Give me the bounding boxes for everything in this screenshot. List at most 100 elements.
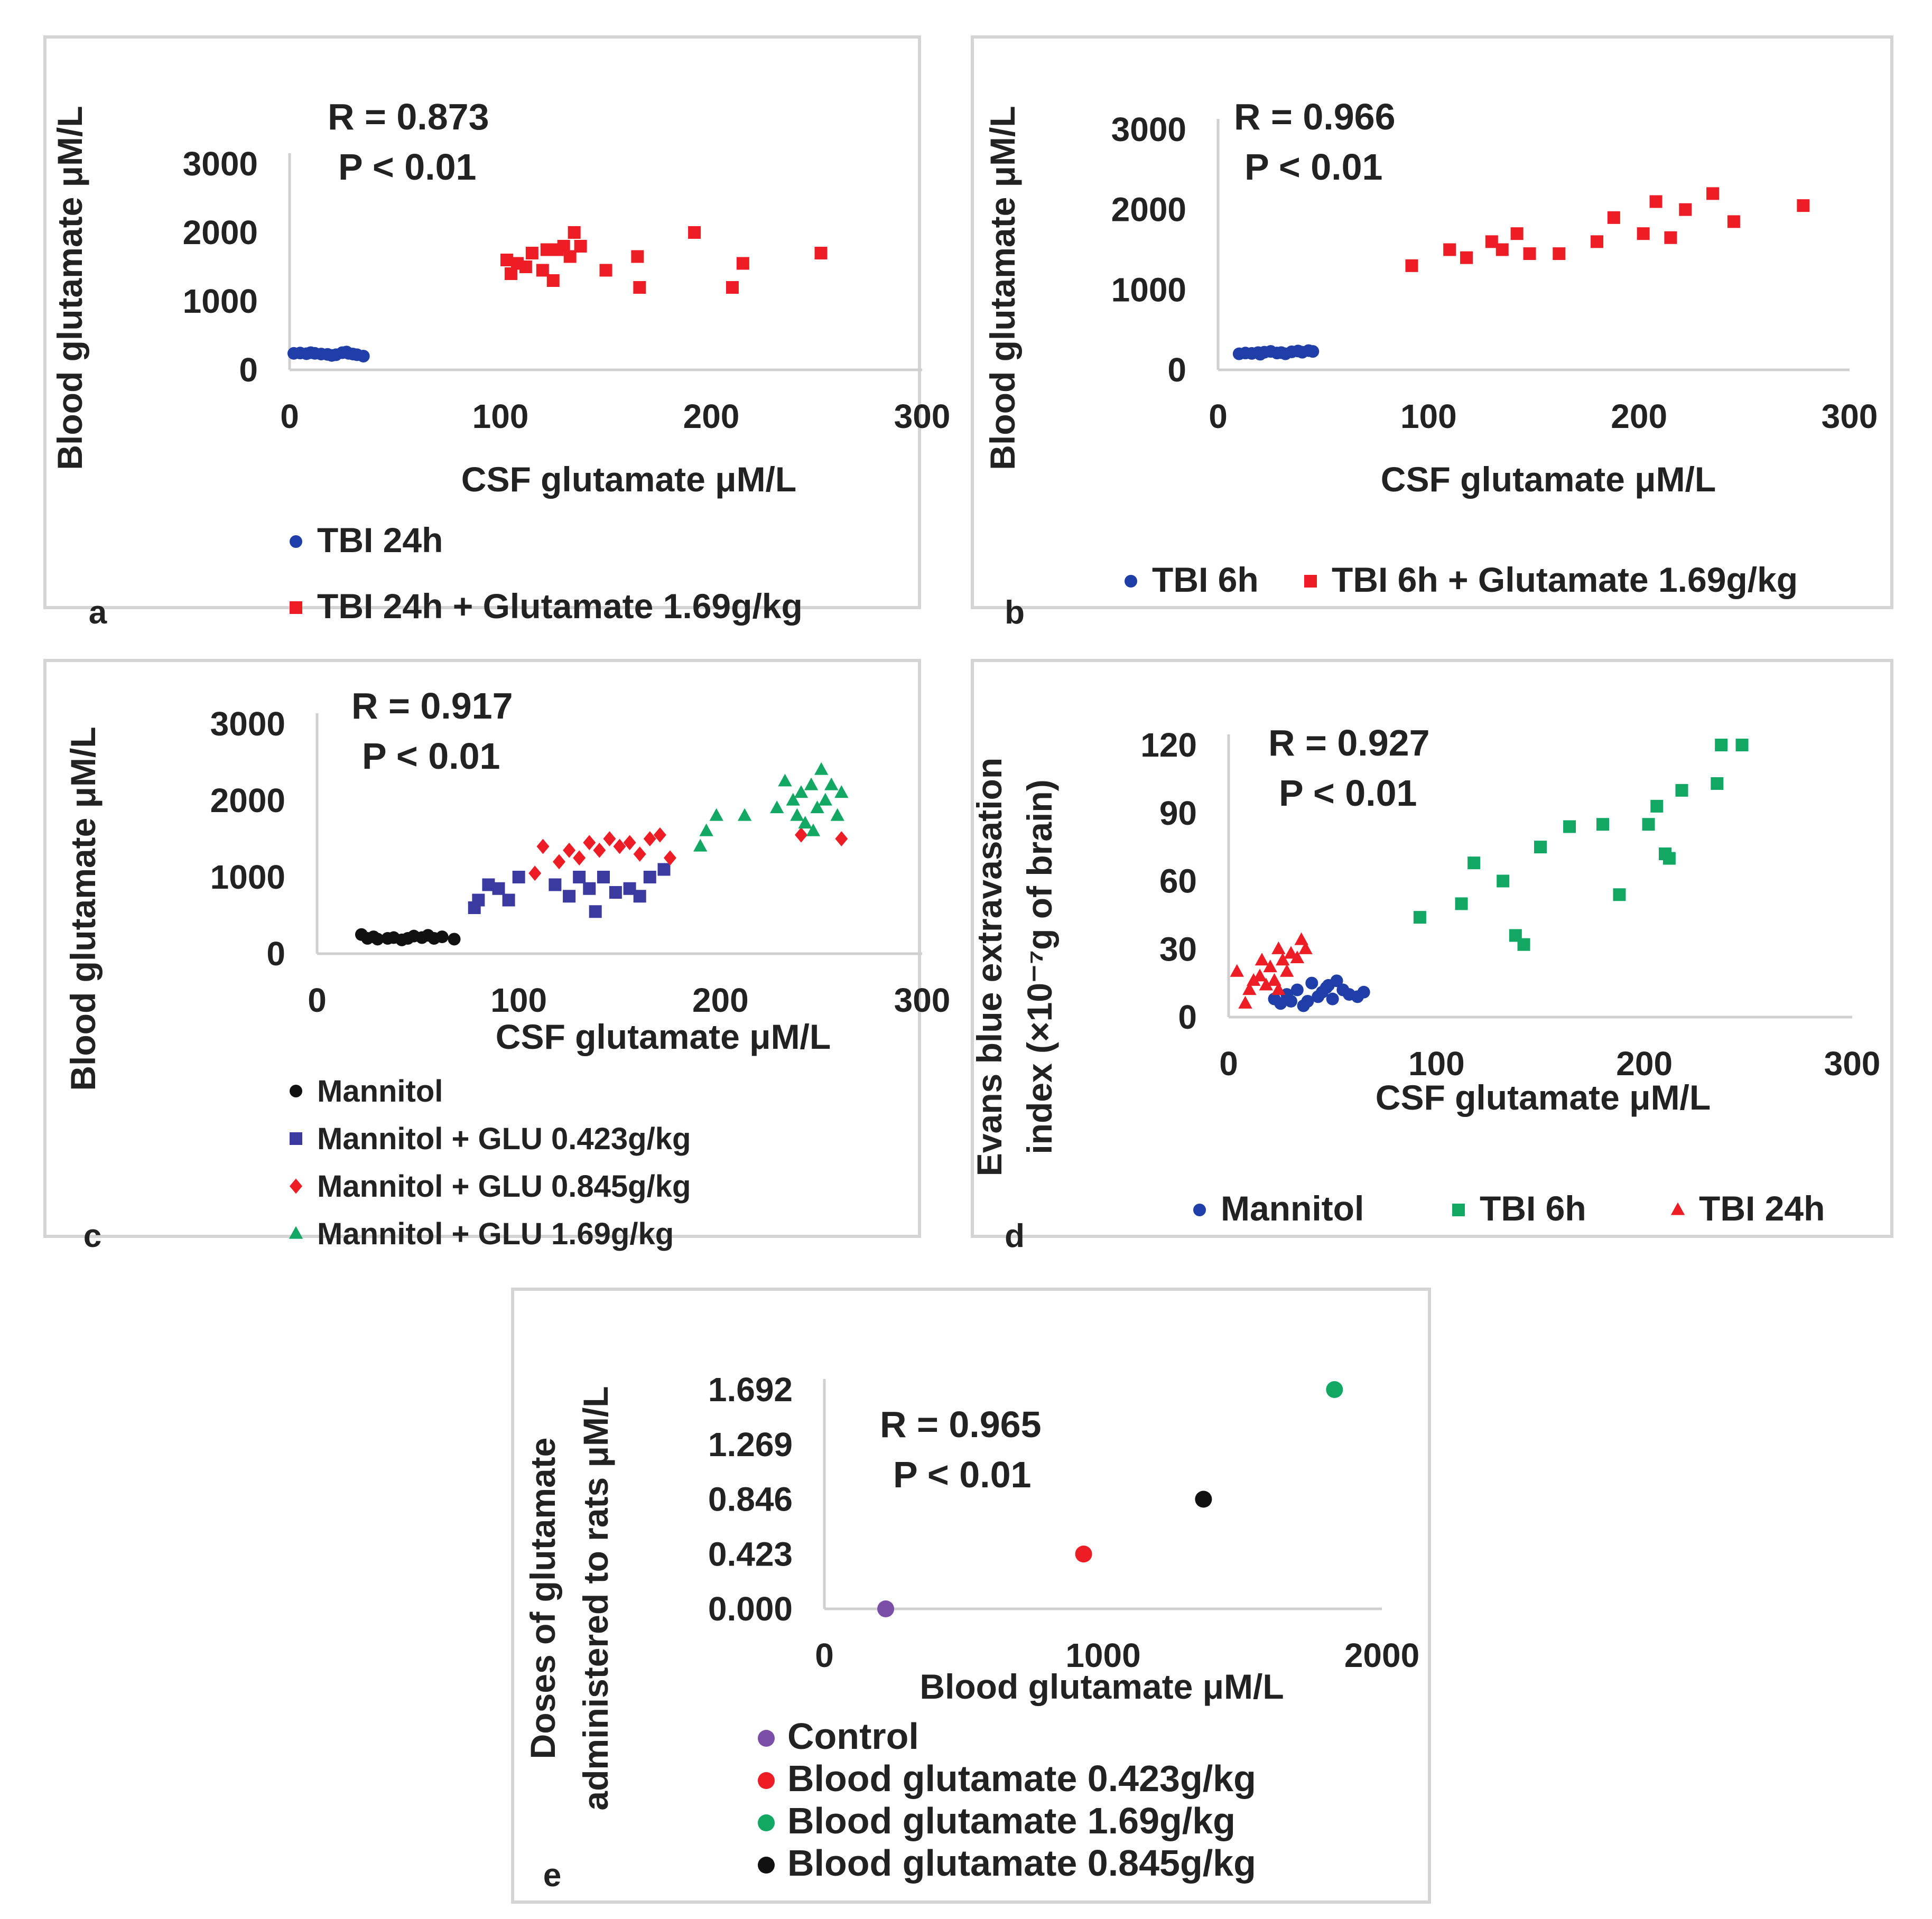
y-tick-label: 90: [1159, 794, 1197, 832]
stat-annotation: R = 0.966: [1234, 96, 1396, 137]
data-point: [1517, 938, 1530, 951]
data-point: [1455, 897, 1468, 910]
data-point: [1413, 911, 1426, 924]
data-point: [653, 827, 666, 843]
data-point: [1276, 953, 1290, 966]
stat-annotation: R = 0.965: [880, 1404, 1042, 1445]
data-point: [1290, 983, 1304, 996]
data-point: [1443, 243, 1456, 256]
data-point: [663, 850, 676, 866]
data-point: [512, 871, 525, 883]
legend-item: Blood glutamate 0.845g/kg: [758, 1842, 1256, 1884]
y-tick-label: 1000: [1111, 271, 1186, 309]
legend-marker: [290, 1085, 302, 1097]
data-point: [589, 905, 602, 918]
panel-label: d: [1005, 1218, 1025, 1254]
data-point: [1797, 199, 1810, 212]
data-point: [573, 871, 586, 883]
series-1: [468, 863, 671, 918]
data-point: [1735, 739, 1749, 751]
data-point: [1664, 231, 1677, 244]
data-point: [1662, 852, 1676, 865]
legend-marker: [758, 1814, 775, 1831]
stat-annotation: R = 0.917: [351, 685, 513, 726]
data-point: [688, 226, 701, 239]
data-point: [699, 823, 713, 836]
legend-item: TBI 24h + Glutamate 1.69g/kg: [290, 586, 803, 626]
data-point: [1460, 251, 1473, 264]
y-tick-label: 0.423: [708, 1535, 793, 1573]
data-point: [519, 260, 532, 273]
data-point: [814, 762, 829, 775]
data-point: [357, 350, 370, 362]
data-point: [778, 774, 792, 787]
data-point: [1649, 195, 1662, 208]
data-point: [726, 281, 739, 294]
x-tick-label: 200: [1611, 397, 1667, 435]
series-0: [877, 1600, 895, 1617]
panel-label: c: [83, 1218, 101, 1254]
data-point: [736, 257, 749, 270]
legend-item: Blood glutamate 0.423g/kg: [758, 1758, 1256, 1799]
x-tick-label: 0: [1219, 1045, 1238, 1083]
data-point: [1679, 203, 1692, 216]
data-point: [472, 893, 485, 907]
data-point: [1320, 981, 1333, 994]
series-2: [1326, 1381, 1343, 1398]
y-tick-label: 0: [1167, 351, 1186, 389]
data-point: [1467, 856, 1481, 870]
data-point: [834, 785, 849, 798]
x-tick-label: 0: [280, 397, 299, 435]
data-point: [573, 850, 586, 866]
legend-marker: [290, 535, 302, 548]
data-point: [1613, 888, 1626, 901]
legend-marker: [1125, 575, 1137, 588]
legend-label: Blood glutamate 0.423g/kg: [787, 1758, 1256, 1799]
y-tick-label: 3000: [1111, 110, 1186, 148]
x-tick-label: 300: [894, 397, 951, 435]
legend-marker: [758, 1730, 775, 1747]
y-axis-title-line-2: index (×10⁻⁷g of brain): [1020, 779, 1059, 1154]
x-tick-label: 300: [1822, 397, 1878, 435]
data-point: [877, 1600, 895, 1617]
legend-item: TBI 6h: [1125, 560, 1259, 599]
data-point: [798, 816, 812, 829]
stat-annotation: P < 0.01: [1244, 146, 1382, 188]
y-axis-title: Blood glutamate μM/L: [63, 726, 103, 1091]
data-point: [1275, 346, 1288, 359]
data-point: [1238, 995, 1252, 1009]
panel-frame: [43, 35, 921, 609]
legend-label: TBI 6h: [1480, 1189, 1586, 1228]
data-point: [737, 808, 752, 821]
series-1: [1075, 1545, 1092, 1563]
legend-marker: [290, 1178, 302, 1194]
data-point: [1252, 968, 1267, 982]
x-axis-title: CSF glutamate μM/L: [496, 1017, 831, 1056]
data-point: [546, 274, 560, 287]
data-point: [1711, 777, 1724, 790]
legend-item: Mannitol + GLU 1.69g/kg: [289, 1217, 674, 1251]
data-point: [790, 808, 804, 821]
legend-label: TBI 6h + Glutamate 1.69g/kg: [1332, 560, 1798, 599]
data-point: [814, 247, 828, 259]
panel-frame: [43, 659, 921, 1238]
data-point: [1279, 964, 1294, 977]
x-tick-label: 1000: [1065, 1636, 1140, 1674]
data-point: [806, 823, 821, 836]
data-point: [1263, 960, 1277, 973]
data-point: [371, 933, 384, 946]
data-point: [633, 281, 646, 294]
x-axis-title: CSF glutamate μM/L: [461, 460, 796, 499]
series-0: [287, 346, 370, 362]
data-point: [492, 882, 505, 895]
legend-label: TBI 6h: [1152, 560, 1259, 599]
legend-item: TBI 6h: [1452, 1189, 1586, 1228]
y-tick-label: 1000: [183, 282, 258, 320]
data-point: [794, 785, 809, 798]
panel-label: b: [1005, 594, 1025, 631]
data-point: [1523, 247, 1536, 260]
y-tick-label: 60: [1159, 862, 1197, 900]
legend-marker: [1193, 1204, 1206, 1216]
legend-marker: [289, 1226, 303, 1239]
